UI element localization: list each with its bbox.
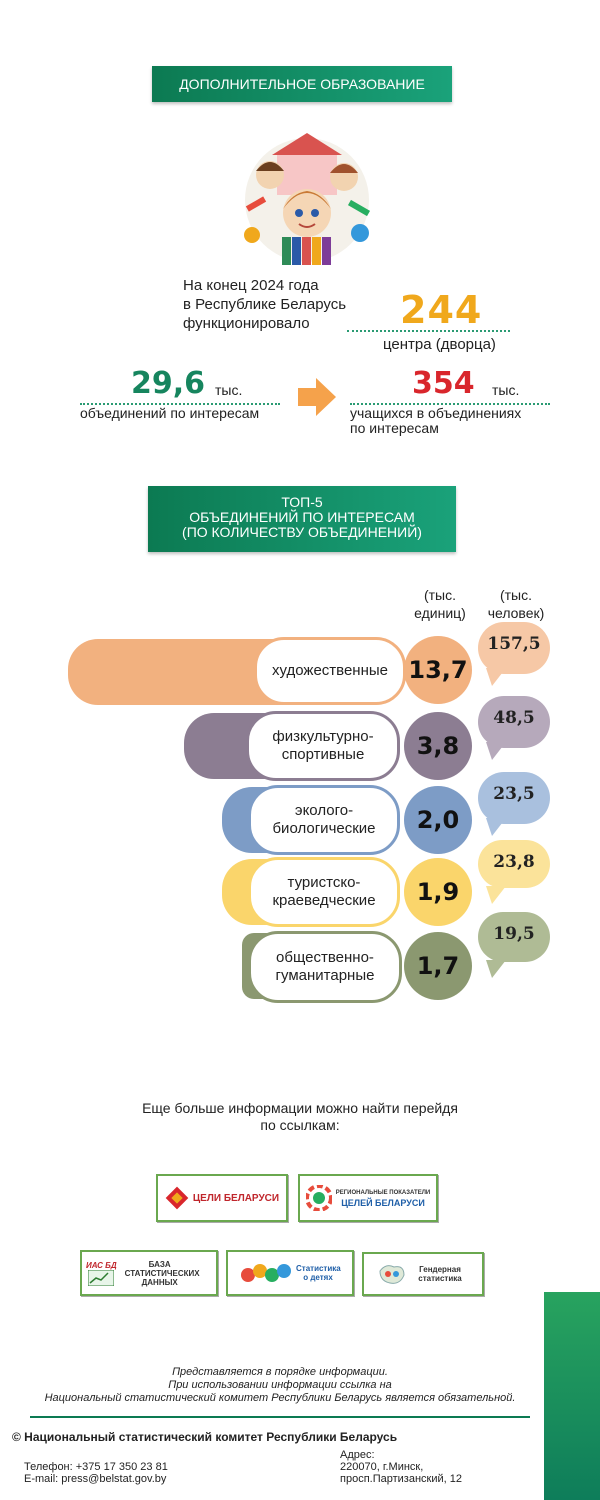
bubble-tail-4	[486, 960, 506, 978]
bubble-tail-0	[486, 668, 506, 686]
units-circle-0: 13,7	[404, 636, 472, 704]
row-3: туристско-краеведческие 1,9 23,8	[0, 840, 600, 928]
address: Адрес: 220070, г.Минск, просп.Партизанск…	[340, 1449, 462, 1485]
phone: Телефон: +375 17 350 23 81	[24, 1461, 168, 1473]
label-2-line-2: биологические	[272, 820, 376, 837]
people-bubble-0: 157,5	[478, 622, 550, 674]
top5-banner: ТОП-5 ОБЪЕДИНЕНИЙ ПО ИНТЕРЕСАМ (ПО КОЛИЧ…	[148, 486, 456, 552]
links-intro: Еще больше информации можно найти перейд…	[100, 1100, 500, 1134]
row-0: художественные 13,7 157,5	[0, 622, 600, 708]
top5-title-3: (ПО КОЛИЧЕСТВУ ОБЪЕДИНЕНИЙ)	[182, 524, 422, 540]
groups-divider	[80, 403, 280, 405]
gender-statistics-link[interactable]: Гендерная статистика	[362, 1252, 484, 1296]
label-4-line-2: гуманитарные	[275, 967, 375, 984]
regional-indicators-main: ЦЕЛЕЙ БЕЛАРУСИ	[341, 1198, 425, 1208]
gender-statistics-label: Гендерная статистика	[418, 1265, 462, 1283]
address-line-2: просп.Партизанский, 12	[340, 1473, 462, 1485]
label-1-line-1: физкультурно-	[272, 728, 374, 745]
footer-note-2: При использовании информации ссылка на	[168, 1379, 392, 1391]
label-0: художественные	[254, 637, 406, 705]
regional-indicators-link[interactable]: РЕГИОНАЛЬНЫЕ ПОКАЗАТЕЛИ ЦЕЛЕЙ БЕЛАРУСИ	[298, 1174, 438, 1222]
footer-divider	[30, 1416, 530, 1418]
sdg-wheel-icon	[305, 1185, 332, 1211]
email-link[interactable]: E-mail: press@belstat.gov.by	[24, 1473, 167, 1485]
label-1-line-2: спортивные	[281, 746, 365, 763]
label-3-line-2: краеведческие	[272, 892, 376, 909]
row-4: общественно-гуманитарные 1,7 19,5	[0, 912, 600, 1003]
centers-label: центра (дворца)	[383, 336, 496, 353]
units-header-1: (тыс.	[423, 587, 457, 603]
groups-label: объединений по интересам	[80, 405, 260, 421]
children-illustration	[244, 133, 371, 265]
label-3: туристско-краеведческие	[248, 857, 400, 927]
address-line-1: 220070, г.Минск,	[340, 1461, 424, 1473]
gender-map-icon	[379, 1265, 405, 1284]
units-circle-3: 1,9	[404, 858, 472, 926]
students-label: учащихся в объединениях по интересам	[350, 406, 521, 436]
footer-note-1: Представляется в порядке информации.	[172, 1366, 388, 1378]
header-banner: ДОПОЛНИТЕЛЬНОЕ ОБРАЗОВАНИЕ	[152, 66, 452, 102]
intro-line-2: в Республике Беларусь	[183, 296, 347, 313]
sdg-belarus-label: ЦЕЛИ БЕЛАРУСИ	[192, 1192, 280, 1204]
database-label: БАЗА СТАТИСТИЧЕСКИХ ДАННЫХ	[124, 1259, 200, 1287]
row-1: физкультурно-спортивные 3,8 48,5	[0, 696, 600, 782]
label-4-line-1: общественно-	[276, 949, 374, 966]
units-circle-2: 2,0	[404, 786, 472, 854]
label-2-line-1: эколого-	[294, 802, 354, 819]
label-0-line-1: художественные	[271, 662, 388, 679]
centers-divider	[347, 330, 510, 332]
regional-indicators-top: РЕГИОНАЛЬНЫЕ ПОКАЗАТЕЛИ	[335, 1190, 431, 1196]
label-3-line-1: туристско-	[287, 874, 361, 891]
units-circle-4: 1,7	[404, 932, 472, 1000]
sdg-emblem-icon	[165, 1186, 189, 1210]
people-header-1: (тыс.	[499, 587, 533, 603]
bubble-tail-2	[486, 818, 506, 836]
arrow-icon	[298, 378, 336, 416]
statistics-database-link[interactable]: ИАС БД БАЗА СТАТИСТИЧЕСКИХ ДАННЫХ	[80, 1250, 218, 1296]
intro-text: На конец 2024 года в Республике Беларусь…	[183, 276, 346, 333]
people-bubble-4: 19,5	[478, 912, 550, 962]
units-column-header: (тыс. единиц)	[400, 586, 480, 622]
decorative-stripe	[544, 1292, 600, 1500]
units-header-2: единиц)	[414, 605, 466, 621]
students-divider	[350, 403, 550, 405]
students-unit: тыс.	[492, 382, 520, 398]
label-2: эколого-биологические	[248, 785, 400, 855]
top5-title-2: ОБЪЕДИНЕНИЙ ПО ИНТЕРЕСАМ	[189, 509, 415, 525]
children-statistics-label: Статистика о детях	[296, 1264, 341, 1282]
chart-icon	[88, 1269, 115, 1286]
footer-note: Представляется в порядке информации. При…	[0, 1366, 560, 1405]
people-column-header: (тыс. человек)	[476, 586, 556, 622]
row-2: эколого-биологические 2,0 23,5	[0, 772, 600, 856]
groups-value: 29,6	[131, 366, 206, 401]
copyright: © Национальный статистический комитет Ре…	[12, 1430, 398, 1444]
intro-line-3: функционировало	[183, 315, 310, 332]
address-label: Адрес:	[340, 1449, 375, 1461]
header-title: ДОПОЛНИТЕЛЬНОЕ ОБРАЗОВАНИЕ	[179, 76, 425, 92]
hands-icon	[241, 1264, 291, 1282]
children-statistics-link[interactable]: Статистика о детях	[226, 1250, 354, 1296]
intro-line-1: На конец 2024 года	[183, 277, 319, 294]
links-intro-1: Еще больше информации можно найти перейд…	[142, 1100, 458, 1116]
label-1: физкультурно-спортивные	[246, 711, 400, 781]
groups-unit: тыс.	[215, 382, 243, 398]
students-label-2: по интересам	[350, 420, 439, 436]
centers-value: 244	[400, 288, 483, 332]
students-label-1: учащихся в объединениях	[350, 405, 522, 421]
people-header-2: человек)	[487, 605, 545, 621]
footer-note-3: Национальный статистический комитет Респ…	[44, 1392, 516, 1404]
sdg-belarus-link[interactable]: ЦЕЛИ БЕЛАРУСИ	[156, 1174, 288, 1222]
ias-label: ИАС БД	[86, 1260, 117, 1270]
people-bubble-1: 48,5	[478, 696, 550, 748]
students-value: 354	[412, 366, 475, 401]
contacts: Телефон: +375 17 350 23 81 E-mail: press…	[24, 1461, 168, 1485]
people-bubble-3: 23,8	[478, 840, 550, 888]
links-intro-2: по ссылкам:	[260, 1117, 340, 1133]
top5-title-1: ТОП-5	[281, 494, 323, 510]
label-4: общественно-гуманитарные	[248, 931, 402, 1003]
units-circle-1: 3,8	[404, 712, 472, 780]
bubble-tail-3	[486, 886, 506, 904]
bubble-tail-1	[486, 742, 506, 760]
people-bubble-2: 23,5	[478, 772, 550, 824]
